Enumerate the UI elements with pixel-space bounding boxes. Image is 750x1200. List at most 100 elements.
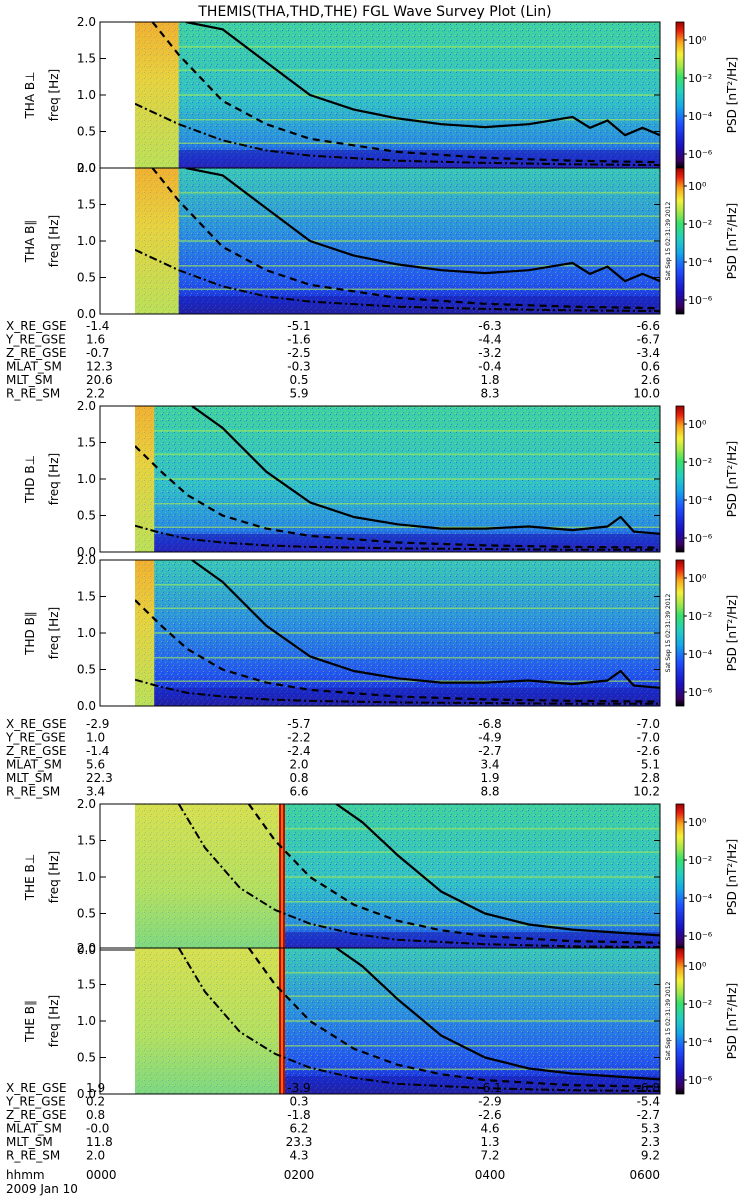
dashed-curve (151, 22, 660, 164)
ephemeris-value: -7.0 (637, 731, 660, 745)
solid-curve (191, 406, 660, 535)
ephemeris-value: 1.0 (86, 731, 105, 745)
ephemeris-param-name: X_RE_GSE (6, 717, 67, 731)
ephemeris-value: -2.7 (478, 744, 501, 758)
ephemeris-value: 1.8 (480, 373, 499, 387)
colorbar (675, 405, 685, 553)
y-tick-label: 1.5 (77, 978, 96, 992)
y-tick-label: 0.0 (77, 1087, 96, 1101)
spectrogram-image (135, 168, 660, 314)
ephemeris-value: 6.6 (289, 785, 308, 799)
ephemeris-value: 1.3 (480, 1135, 499, 1149)
ephemeris-value: -2.4 (287, 744, 310, 758)
ephemeris-the: X_RE_GSE 1.9 -3.9 -6.1 -6.8 Y_RE_GSE 0.2 0.3 -2.… (5, 1081, 660, 1163)
ephemeris-value: -2.5 (287, 346, 310, 360)
dashed-curve (135, 445, 660, 549)
y-tick-label: 0.5 (77, 663, 96, 677)
ephemeris-value: -2.6 (478, 1108, 501, 1122)
low-freq-band (154, 534, 660, 552)
y-tick-label: 0.0 (77, 545, 96, 559)
timestamp-label: Sat Sep 15 02:31:39 2012 (665, 202, 672, 281)
y-tick-label: 0.5 (77, 509, 96, 523)
colorbar-tick-label: 10⁻² (688, 998, 712, 1011)
ephemeris-param-name: R_RE_SM (6, 1149, 60, 1163)
ephemeris-value: 20.6 (86, 373, 113, 387)
freq-axis-label: freq [Hz] (47, 453, 61, 505)
ephemeris-value: -2.9 (478, 1095, 501, 1109)
y-tick-label: 1.5 (77, 834, 96, 848)
y-tick-label: 2.0 (77, 399, 96, 413)
ephemeris-value: 23.3 (286, 1135, 313, 1149)
colorbar-tick-label: 10⁰ (688, 180, 707, 193)
ephemeris-value: -0.0 (86, 1122, 109, 1136)
ephemeris-value: -6.8 (478, 717, 501, 731)
colorbar-label: PSD [nT²/Hz] (725, 203, 739, 279)
colorbar-tick-label: 10⁻² (688, 610, 712, 623)
colorbar-tick-label: 10⁻² (688, 218, 712, 231)
ephemeris-param-name: Y_RE_GSE (5, 1095, 66, 1109)
ephemeris-value: -2.6 (637, 744, 660, 758)
y-tick-label: 0.0 (77, 699, 96, 713)
ephemeris-value: -4.4 (478, 333, 501, 347)
ephemeris-tables: X_RE_GSE -1.4 -5.1 -6.3 -6.6Y_RE_GSE 1.6 -1.6-… (5, 319, 660, 1163)
ephemeris-value: -2.7 (637, 1108, 660, 1122)
ephemeris-value: 6.2 (289, 1122, 308, 1136)
y-tick-label: 1.5 (77, 52, 96, 66)
spectrogram-image (135, 804, 660, 950)
data-gap-stripe-core (281, 948, 283, 1094)
ephemeris-value: -3.2 (478, 346, 501, 360)
ephemeris-param-name: MLT_SM (6, 771, 53, 785)
y-tick-label: 2.0 (77, 15, 96, 29)
y-tick-label: 0.0 (77, 161, 96, 175)
colorbar-tick-label: 10⁻⁶ (688, 686, 713, 699)
spectrogram-image (135, 22, 660, 168)
ephemeris-value: 5.9 (289, 387, 308, 401)
y-tick-label: 2.0 (77, 941, 96, 955)
low-freq-band (178, 296, 660, 314)
low-freq-band (178, 150, 660, 168)
timestamp-label: Sat Sep 15 02:31:39 2012 (665, 594, 672, 673)
ephemeris-value: -3.4 (637, 346, 660, 360)
ephemeris-value: -0.7 (86, 346, 109, 360)
time-tick-label: 0600 (629, 1168, 660, 1182)
y-tick-label: 1.5 (77, 436, 96, 450)
ephemeris-param-name: X_RE_GSE (6, 319, 67, 333)
spectrogram-image (135, 406, 660, 552)
ephemeris-value: 9.2 (641, 1149, 660, 1163)
y-tick-label: 2.0 (77, 797, 96, 811)
ephemeris-param-name: MLT_SM (6, 1135, 53, 1149)
dashdot-curve (135, 102, 660, 167)
time-tick-labels: 0000 0200 0400 0600 (86, 1168, 660, 1182)
hot-region-noise (135, 406, 155, 552)
ephemeris-value: 2.0 (86, 1149, 105, 1163)
ephemeris-value: -5.1 (287, 319, 310, 333)
colorbar-tick-label: 10⁻⁴ (688, 494, 713, 507)
colorbar-tick-label: 10⁻⁶ (688, 930, 713, 943)
colorbar-tick-label: 10⁻² (688, 72, 712, 85)
dashed-curve (135, 599, 660, 703)
ephemeris-value: 4.3 (289, 1149, 308, 1163)
ephemeris-param-name: MLAT_SM (6, 758, 62, 772)
time-tick-label: 0200 (284, 1168, 315, 1182)
ephemeris-param-name: MLAT_SM (6, 1122, 62, 1136)
solid-curve (335, 804, 660, 937)
ephemeris-value: 12.3 (86, 360, 113, 374)
ephemeris-value: 3.4 (86, 785, 105, 799)
y-tick-label: 0.0 (77, 943, 96, 957)
y-tick-label: 0.5 (77, 1051, 96, 1065)
colorbar-label: PSD [nT²/Hz] (725, 57, 739, 133)
dashed-curve (247, 948, 660, 1088)
date-label: 2009 Jan 10 (6, 1182, 78, 1196)
ephemeris-value: -6.3 (478, 319, 501, 333)
hot-region-noise (135, 948, 280, 1094)
ephemeris-value: -0.4 (478, 360, 501, 374)
freq-axis-label: freq [Hz] (47, 851, 61, 903)
colorbar (675, 947, 685, 1095)
colorbar-tick-label: 10⁻⁶ (688, 294, 713, 307)
colorbar (675, 21, 685, 169)
ephemeris-value: -7.0 (637, 717, 660, 731)
dashdot-curve (177, 804, 660, 949)
ephemeris-value: 0.8 (86, 1108, 105, 1122)
dashdot-curve (177, 948, 660, 1093)
time-tick-label: 0000 (86, 1168, 117, 1182)
